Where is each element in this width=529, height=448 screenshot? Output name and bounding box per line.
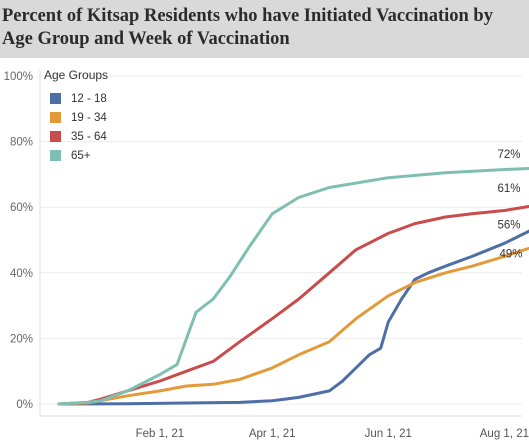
page-title: Percent of Kitsap Residents who have Ini… bbox=[2, 6, 493, 49]
legend-swatch-19-34 bbox=[50, 112, 61, 123]
y-tick-label: 80% bbox=[10, 137, 33, 149]
legend-swatch-12-18 bbox=[50, 93, 61, 104]
legend-label-65-plus: 65+ bbox=[71, 149, 91, 162]
title-bar: Percent of Kitsap Residents who have Ini… bbox=[0, 0, 529, 58]
legend-title: Age Groups bbox=[44, 68, 109, 82]
legend-item-65-plus[interactable]: 65+ bbox=[44, 146, 164, 165]
legend-label-19-34: 19 - 34 bbox=[71, 111, 107, 124]
legend-item-35-64[interactable]: 35 - 64 bbox=[44, 127, 164, 146]
x-tick-label: Apr 1, 21 bbox=[249, 428, 296, 440]
x-tick-label: Feb 1, 21 bbox=[136, 428, 185, 440]
y-tick-label: 20% bbox=[10, 333, 33, 345]
series-end-label: 49% bbox=[499, 248, 522, 260]
line-chart: 0% 20% 40% 60% 80% 100% Feb 1, 21 Apr 1, 21 Jun … bbox=[4, 70, 529, 440]
series-end-label: 72% bbox=[497, 149, 520, 161]
legend-item-12-18[interactable]: 12 - 18 bbox=[44, 89, 164, 108]
y-tick-label: 100% bbox=[4, 71, 33, 83]
series-line-35-64 bbox=[57, 204, 529, 406]
legend-swatch-35-64 bbox=[50, 131, 61, 142]
series-line-65- bbox=[57, 166, 529, 406]
legend: Age Groups 12 - 18 19 - 34 35 - 64 65+ bbox=[44, 68, 164, 165]
series-line-12-18 bbox=[57, 229, 529, 406]
series-line-19-34 bbox=[57, 246, 529, 406]
y-tick-label: 60% bbox=[10, 202, 33, 214]
legend-swatch-65-plus bbox=[50, 150, 61, 161]
legend-item-19-34[interactable]: 19 - 34 bbox=[44, 108, 164, 127]
legend-label-12-18: 12 - 18 bbox=[71, 92, 107, 105]
series-end-label: 61% bbox=[497, 183, 520, 195]
legend-label-35-64: 35 - 64 bbox=[71, 130, 107, 143]
x-tick-label: Aug 1, 21 bbox=[480, 428, 529, 440]
y-tick-label: 40% bbox=[10, 268, 33, 280]
x-tick-label: Jun 1, 21 bbox=[365, 428, 412, 440]
y-tick-label: 0% bbox=[16, 399, 33, 411]
series-end-label: 56% bbox=[497, 219, 520, 231]
